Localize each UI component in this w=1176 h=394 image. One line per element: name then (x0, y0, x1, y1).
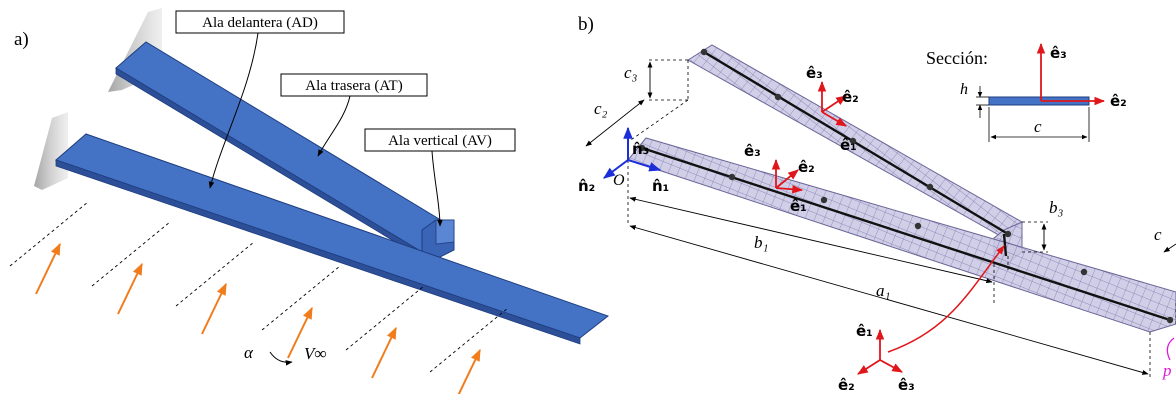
local-axes-front: ê₃ ê₂ ê₁ (744, 142, 815, 215)
flow-arrow (371, 326, 397, 379)
wall-shadow-lower (34, 112, 68, 190)
panel-b-label: b) (578, 14, 594, 35)
leader-ad (208, 32, 259, 189)
flow-arrow (287, 306, 313, 359)
node (820, 196, 828, 204)
flow-arrow (117, 262, 143, 315)
magenta-mark (1166, 337, 1175, 361)
node (849, 137, 857, 145)
velocity-label: V∞ (304, 344, 327, 363)
vertical-axes-connector (887, 245, 1005, 353)
axis-n2-label: n̂₂ (578, 177, 595, 195)
dim-b3-label: b₃ (1049, 198, 1064, 217)
axis-e2-label-front: ê₂ (798, 158, 815, 176)
callout-at: Ala trasera (AT) (305, 78, 402, 94)
dim-c3-label: c₃ (624, 63, 638, 82)
flow-arrow (35, 242, 61, 295)
dim-b1-label: b₁ (754, 233, 768, 252)
dim-c-edge-label: c (1154, 225, 1162, 244)
panel-a: a) Ala delantera (AD) Ala trasera (AT) A… (9, 8, 610, 394)
callout-box-ad (175, 10, 345, 34)
global-axes: n̂₃ n̂₁ n̂₂ O (578, 126, 669, 195)
flow-line (429, 307, 509, 373)
leader-at (317, 95, 351, 157)
callout-av: Ala vertical (AV) (388, 133, 492, 149)
alpha-label: α (244, 343, 254, 362)
axis-e2-label-rear: ê₂ (842, 88, 859, 106)
node (638, 144, 646, 152)
axis-e1-label-front: ê₁ (790, 197, 807, 215)
dim-c2 (585, 99, 645, 147)
axis-n3-label: n̂₃ (632, 140, 649, 158)
flow-line (91, 221, 171, 287)
node (1080, 268, 1088, 276)
callout-box-av (364, 128, 516, 152)
flow-line (261, 265, 341, 331)
node (1004, 230, 1012, 238)
callout-box-at (280, 73, 428, 97)
panel-b: b) (578, 14, 1176, 394)
axis-e1-label-rear: ê₁ (840, 136, 857, 154)
leader-av (431, 150, 443, 227)
section-label: Sección: (926, 48, 988, 68)
alpha-arc (269, 351, 293, 366)
section-inset: Sección: ê₃ ê₂ h c (926, 42, 1127, 142)
callout-ad: Ala delantera (AD) (202, 15, 318, 31)
section-c-label: c (1034, 117, 1042, 136)
flow-arrow (457, 348, 481, 394)
origin-label: O (613, 172, 625, 189)
axis-e3-label-vertical: ê₃ (898, 376, 915, 394)
dim-c2-label: c₂ (594, 99, 608, 118)
axis-e3-label-front: ê₃ (744, 142, 761, 160)
flow-line (175, 241, 255, 307)
flow-arrow (201, 282, 227, 335)
local-axes-vertical: ê₁ ê₂ ê₃ (838, 245, 1005, 394)
axis-e1-label-vertical: ê₁ (856, 322, 873, 340)
magenta-label: p (1162, 361, 1172, 380)
axis-e2-label-vertical: ê₂ (838, 376, 855, 394)
vertical-wing-side (435, 219, 455, 245)
axis-n1-label: n̂₁ (652, 177, 669, 195)
node (728, 173, 736, 181)
section-e2-label: ê₂ (1110, 92, 1127, 110)
flow-line (9, 201, 89, 267)
node (926, 183, 934, 191)
dim-a1 (629, 225, 1149, 375)
axis-e3-label-rear: ê₃ (806, 64, 823, 82)
section-h-label: h (960, 81, 968, 98)
panel-a-label: a) (14, 29, 29, 50)
dim-c-edge (1163, 243, 1176, 253)
node (774, 93, 782, 101)
node (700, 48, 708, 56)
freestream-flow (9, 201, 509, 394)
front-wing-edge (55, 159, 581, 345)
section-e3-label: ê₃ (1050, 44, 1067, 62)
flow-line (345, 285, 425, 351)
node (1166, 316, 1174, 324)
node (914, 222, 922, 230)
dim-a1-label: a₁ (876, 281, 890, 300)
local-axes-rear: ê₃ ê₂ ê₁ (806, 64, 859, 154)
